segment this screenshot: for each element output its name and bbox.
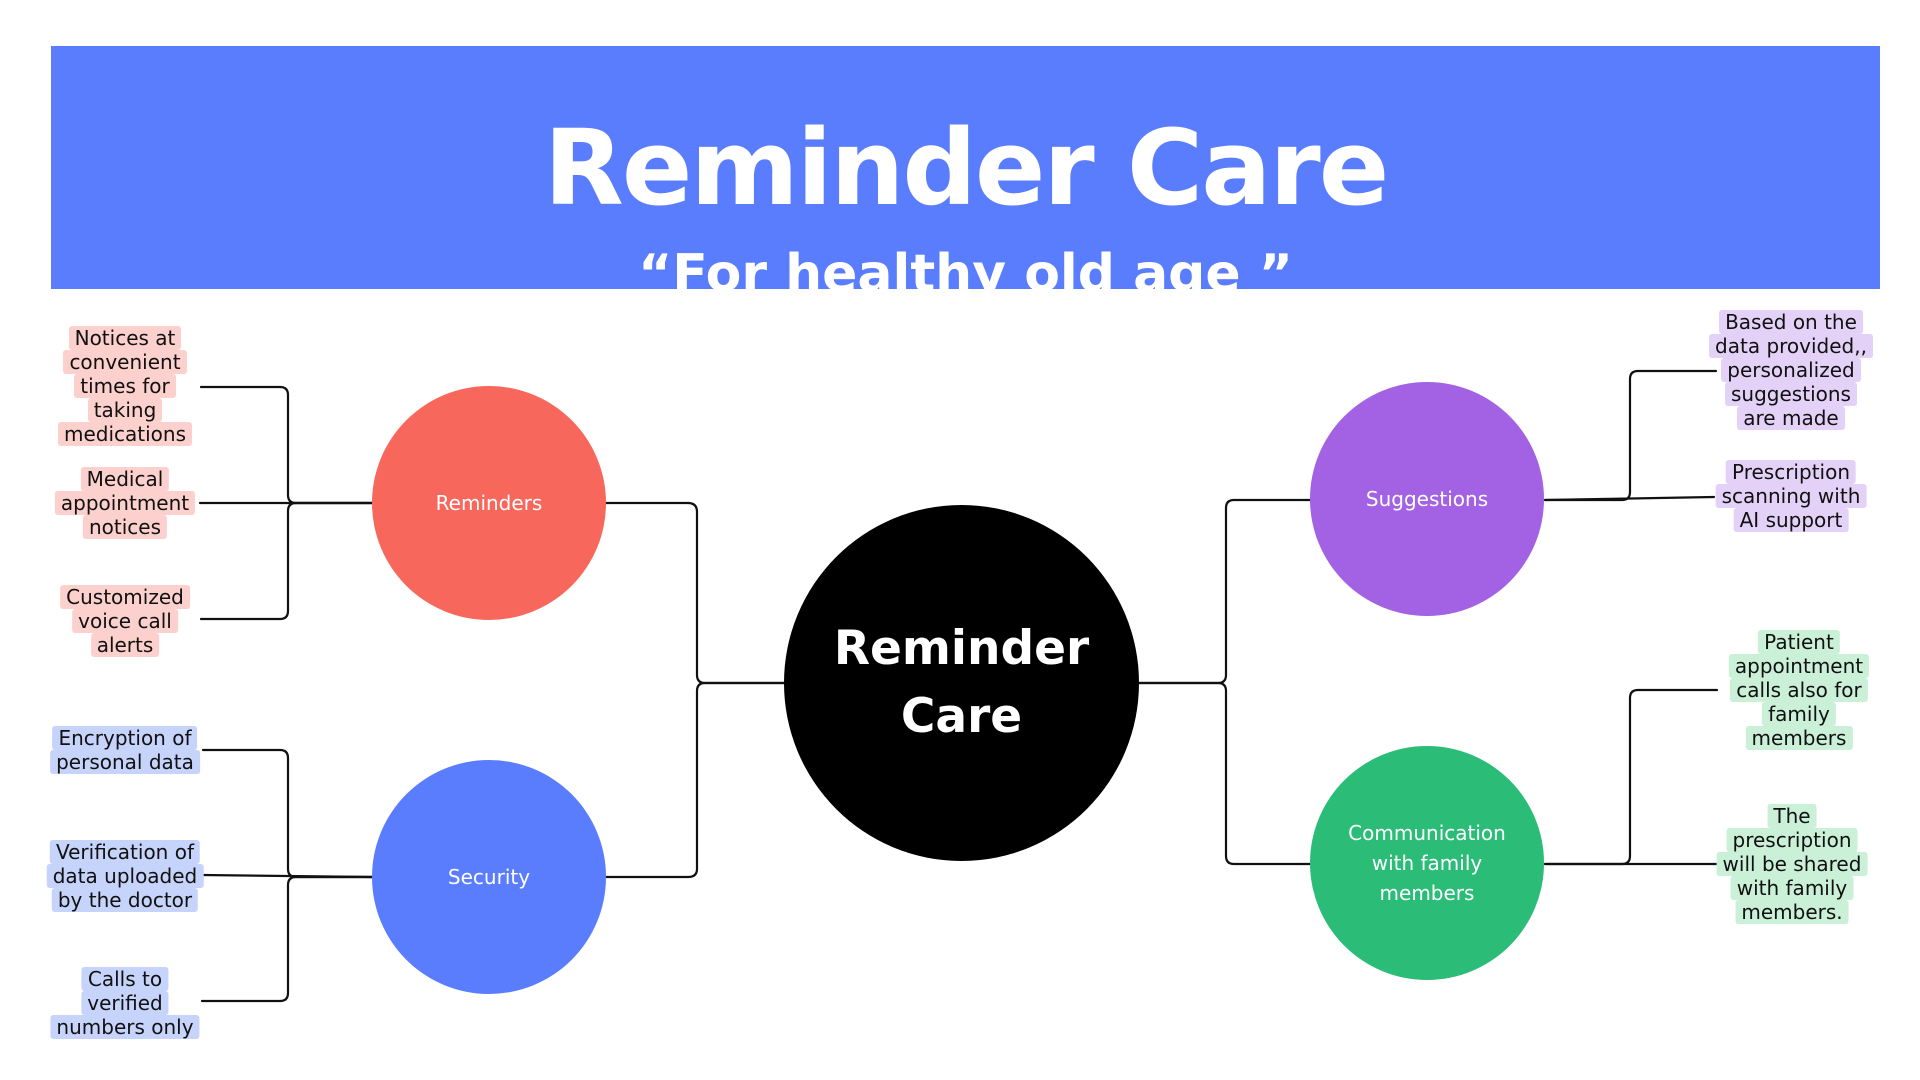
leaf-line: notices: [82, 515, 168, 539]
leaf-line: Encryption of: [52, 726, 198, 750]
communication-node: Communication with family members: [1310, 746, 1544, 980]
leaf-line: members.: [1735, 900, 1849, 924]
leaf-line: calls also for: [1730, 678, 1868, 702]
connector-security-leaf-1: [201, 748, 374, 879]
leaf-line: Notices at: [68, 326, 182, 350]
connector-center-security: [603, 681, 786, 879]
reminders-leaf: Customized voice call alerts: [60, 585, 190, 657]
leaf-line: with family: [1730, 876, 1854, 900]
leaf-line: suggestions: [1725, 382, 1857, 406]
connector-center-communication: [1137, 681, 1312, 866]
reminders-leaf: Medical appointment notices: [54, 467, 196, 539]
page-title: Reminder Care: [543, 107, 1389, 229]
suggestions-node: Suggestions: [1310, 382, 1544, 616]
center-node: Reminder Care: [784, 505, 1139, 861]
communication-leaf: Patient appointment calls also for famil…: [1728, 630, 1870, 750]
security-node-label: Security: [447, 865, 531, 889]
reminders-node: Reminders: [372, 386, 606, 620]
suggestions-leaf: Based on the data provided,, personalize…: [1709, 310, 1873, 430]
leaf-line: The: [1767, 804, 1817, 828]
connector-reminders-leaf-1: [199, 385, 374, 505]
leaf-line: data uploaded: [46, 864, 204, 888]
leaf-line: Calls to: [81, 967, 169, 991]
security-leaf: Verification of data uploaded by the doc…: [46, 840, 204, 912]
security-leaf: Encryption of personal data: [50, 726, 200, 774]
leaf-line: Medical: [80, 467, 170, 491]
leaf-line: personalized: [1721, 358, 1861, 382]
leaf-line: AI support: [1733, 508, 1849, 532]
connector-suggestions-leaf-1: [1543, 369, 1718, 502]
communication-leaf: The prescription will be shared with fam…: [1716, 804, 1868, 924]
leaf-line: numbers only: [50, 1015, 200, 1039]
connector-communication-leaf-1: [1543, 688, 1719, 866]
leaf-line: family: [1762, 702, 1836, 726]
leaf-line: times for: [74, 374, 176, 398]
leaf-line: Customized: [60, 585, 190, 609]
page-subtitle: “For healthy old age ”: [638, 244, 1293, 304]
leaf-line: Prescription: [1726, 460, 1856, 484]
suggestions-leaf: Prescription scanning with AI support: [1715, 460, 1867, 532]
leaf-line: voice call: [72, 609, 178, 633]
leaf-line: are made: [1737, 406, 1845, 430]
leaf-line: alerts: [90, 633, 160, 657]
connector-center-suggestions: [1137, 498, 1312, 685]
center-node-label: Reminder Care: [833, 621, 1090, 744]
leaf-line: scanning with: [1715, 484, 1867, 508]
leaf-line: data provided,,: [1709, 334, 1873, 358]
connector-suggestions-leaf-2: [1543, 495, 1716, 502]
suggestions-node-label: Suggestions: [1365, 487, 1489, 511]
leaf-line: taking: [87, 398, 163, 422]
connector-reminders-leaf-3: [199, 501, 374, 621]
leaf-line: verified: [81, 991, 169, 1015]
security-node: Security: [372, 760, 606, 994]
leaf-line: will be shared: [1716, 852, 1868, 876]
leaf-line: Verification of: [49, 840, 200, 864]
leaf-line: by the doctor: [51, 888, 199, 912]
leaf-line: personal data: [50, 750, 200, 774]
leaf-line: Based on the: [1719, 310, 1863, 334]
security-leaf: Calls to verified numbers only: [50, 967, 200, 1039]
connector-center-reminders: [603, 501, 786, 685]
leaf-line: medications: [57, 422, 193, 446]
communication-node-label: Communication with family members: [1348, 821, 1506, 905]
leaf-line: members: [1745, 726, 1853, 750]
reminders-leaf: Notices at convenient times for taking m…: [57, 326, 193, 446]
header-banner: Reminder Care “For healthy old age ”: [51, 46, 1880, 304]
leaf-line: appointment: [1728, 654, 1870, 678]
reminders-node-label: Reminders: [435, 491, 543, 515]
leaf-line: appointment: [54, 491, 196, 515]
connector-security-leaf-3: [200, 875, 374, 1003]
leaf-line: Patient: [1758, 630, 1840, 654]
leaf-line: prescription: [1726, 828, 1858, 852]
leaf-line: convenient: [63, 350, 187, 374]
